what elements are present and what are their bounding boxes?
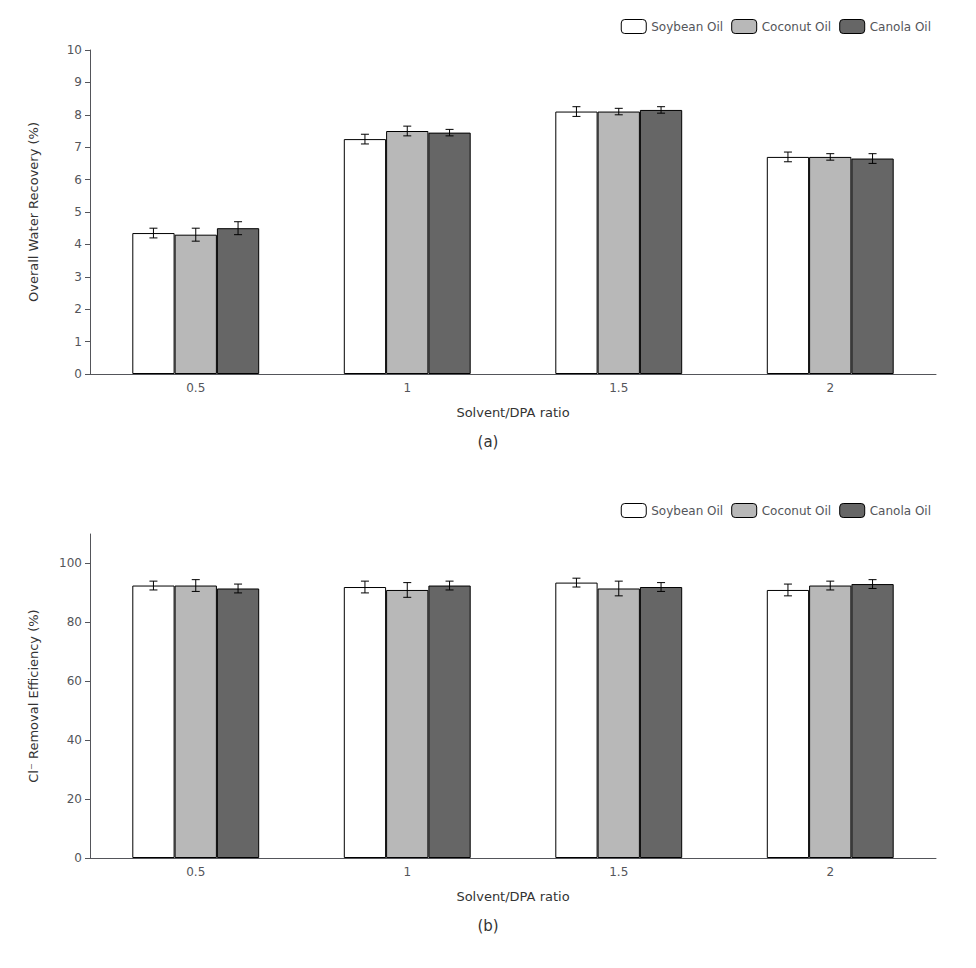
svg-text:Solvent/DPA ratio: Solvent/DPA ratio [456, 889, 569, 904]
svg-text:100: 100 [59, 556, 82, 570]
svg-text:1: 1 [74, 335, 82, 349]
svg-text:1.5: 1.5 [609, 865, 628, 879]
svg-text:80: 80 [67, 615, 82, 629]
svg-text:Cl⁻ Removal Efficiency (%): Cl⁻ Removal Efficiency (%) [26, 609, 41, 782]
svg-text:5: 5 [74, 205, 82, 219]
svg-text:40: 40 [67, 733, 82, 747]
svg-text:2: 2 [826, 865, 834, 879]
svg-text:Solvent/DPA ratio: Solvent/DPA ratio [456, 405, 569, 420]
svg-text:Coconut Oil: Coconut Oil [762, 20, 832, 34]
svg-text:Canola Oil: Canola Oil [870, 20, 931, 34]
svg-text:Coconut Oil: Coconut Oil [762, 504, 832, 518]
svg-text:20: 20 [67, 792, 82, 806]
svg-text:8: 8 [74, 108, 82, 122]
svg-text:Soybean Oil: Soybean Oil [651, 504, 723, 518]
svg-text:4: 4 [74, 237, 82, 251]
svg-text:(a): (a) [478, 433, 499, 451]
svg-text:60: 60 [67, 674, 82, 688]
svg-text:Overall Water Recovery (%): Overall Water Recovery (%) [26, 122, 41, 302]
svg-text:0: 0 [74, 367, 82, 381]
svg-text:1: 1 [403, 865, 411, 879]
svg-text:3: 3 [74, 270, 82, 284]
svg-text:2: 2 [74, 302, 82, 316]
svg-text:(b): (b) [477, 917, 498, 935]
svg-text:0.5: 0.5 [186, 865, 205, 879]
svg-text:1: 1 [403, 381, 411, 395]
svg-text:2: 2 [826, 381, 834, 395]
svg-text:1.5: 1.5 [609, 381, 628, 395]
svg-text:0.5: 0.5 [186, 381, 205, 395]
svg-text:Soybean Oil: Soybean Oil [651, 20, 723, 34]
svg-text:7: 7 [74, 140, 82, 154]
svg-text:10: 10 [67, 43, 82, 57]
svg-text:0: 0 [74, 851, 82, 865]
svg-text:6: 6 [74, 173, 82, 187]
svg-text:9: 9 [74, 75, 82, 89]
svg-text:Canola Oil: Canola Oil [870, 504, 931, 518]
